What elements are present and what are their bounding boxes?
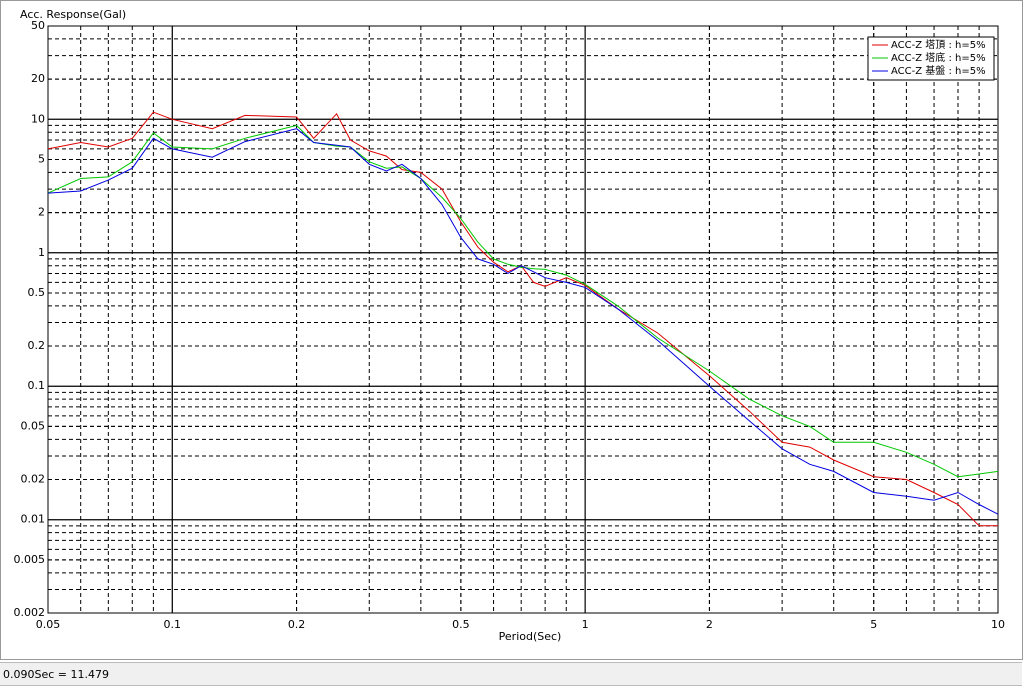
y-tick-label: 0.02 [21, 473, 46, 486]
y-tick-label: 20 [31, 72, 45, 85]
x-tick-label: 0.05 [36, 618, 61, 631]
plot-frame [47, 25, 999, 614]
y-tick-label: 2 [38, 206, 45, 219]
legend-box [867, 36, 995, 81]
legend-label: ACC-Z 塔底 : h=5% [891, 51, 986, 64]
x-tick-label: 0.5 [452, 618, 470, 631]
legend-label: ACC-Z 基盤 : h=5% [891, 64, 986, 77]
y-tick-label: 10 [31, 112, 45, 125]
x-tick-label: 2 [706, 618, 713, 631]
y-tick-label: 0.002 [14, 606, 46, 619]
chart: Acc. Response(Gal) Period(Sec) 0.05 0.1 0.… [0, 0, 1023, 660]
x-tick-label: 0.2 [288, 618, 306, 631]
y-tick-label: 5 [38, 152, 45, 165]
status-bar: 0.090Sec = 11.479 [0, 662, 1022, 686]
series-line [47, 111, 998, 527]
y-tick-label: 50 [31, 19, 45, 32]
y-tick-label: 0.5 [28, 286, 46, 299]
y-axis-label: Acc. Response(Gal) [20, 8, 126, 21]
x-tick-label: 1 [582, 618, 589, 631]
legend-label: ACC-Z 塔頂 : h=5% [891, 38, 986, 51]
y-tick-label: 0.05 [21, 419, 46, 432]
series-line [47, 124, 999, 478]
y-tick-label: 1 [38, 246, 45, 259]
x-tick-label: 10 [991, 618, 1005, 631]
x-tick-label: 5 [870, 618, 877, 631]
x-axis-label: Period(Sec) [499, 630, 562, 643]
y-tick-label: 0.01 [21, 513, 46, 526]
y-tick-label: 0.1 [28, 379, 46, 392]
x-tick-label: 0.1 [164, 618, 182, 631]
y-tick-label: 0.005 [14, 553, 46, 566]
series-line [47, 128, 999, 515]
y-tick-label: 0.2 [28, 339, 46, 352]
